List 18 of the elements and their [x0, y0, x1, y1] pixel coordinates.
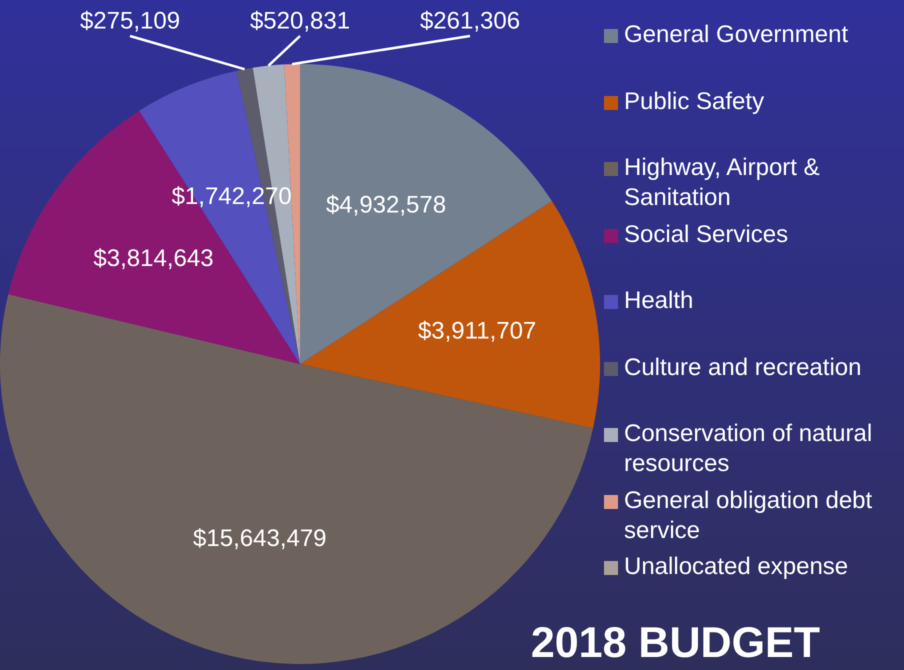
legend-label: Social Services — [624, 220, 788, 250]
legend-label: Public Safety — [624, 86, 764, 116]
legend-label: General Government — [624, 20, 848, 50]
legend-label: Highway, Airport & Sanitation — [624, 153, 821, 213]
data-label: $261,306 — [420, 8, 520, 35]
data-label: $520,831 — [250, 8, 350, 35]
data-label: $1,742,270 — [172, 183, 292, 210]
legend-label: General obligation debt service — [624, 486, 874, 546]
legend-label: Health — [624, 286, 694, 316]
data-label: $4,932,578 — [326, 192, 446, 219]
data-label: $275,109 — [80, 8, 180, 35]
data-label: $3,911,707 — [418, 318, 536, 345]
legend-label: Conservation of natural resources — [624, 419, 874, 479]
data-label: $3,814,643 — [93, 245, 214, 272]
legend-label: Culture and recreation — [624, 352, 862, 382]
text: 2018 BUDGET — [530, 619, 820, 668]
data-label: $15,643,479 — [193, 525, 327, 552]
legend-label: Unallocated expense — [624, 552, 848, 582]
